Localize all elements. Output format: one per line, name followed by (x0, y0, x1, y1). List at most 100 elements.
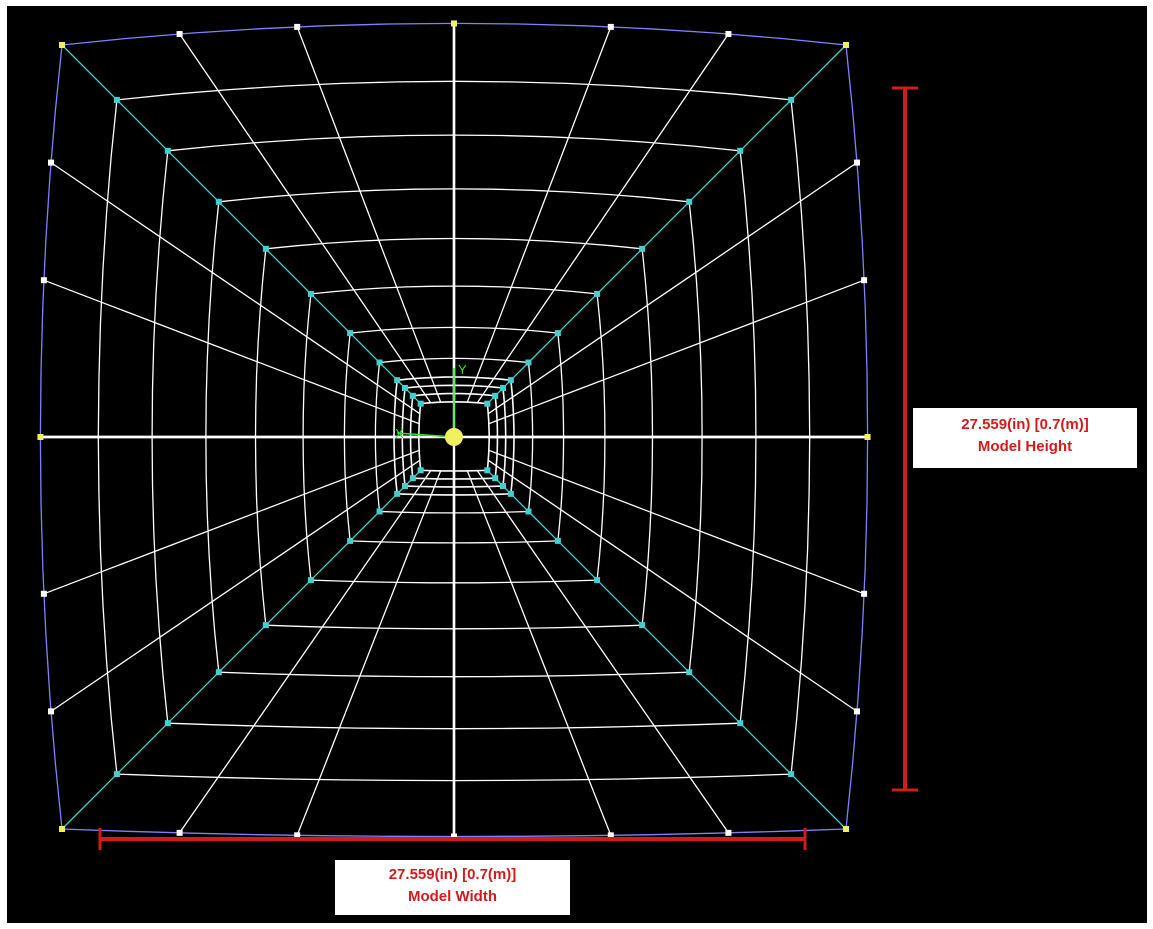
mesh-node (484, 467, 491, 474)
mesh-node (864, 434, 871, 440)
mesh-diagram[interactable]: Y X (7, 6, 1147, 923)
mesh-node (639, 245, 646, 252)
mesh-radial (179, 33, 432, 404)
model-width-caption: Model Width (407, 888, 497, 905)
mesh-node (394, 377, 401, 384)
mesh-node (59, 826, 65, 832)
mesh-node (376, 359, 383, 366)
mesh-radial (296, 26, 442, 403)
mesh-node (639, 622, 646, 629)
mesh-radial (50, 459, 421, 712)
mesh-node (215, 669, 222, 676)
mesh-node (262, 245, 269, 252)
mesh-radial (488, 449, 865, 595)
mesh-node (48, 159, 55, 166)
model-width-label: 27.559(in) [0.7(m)] Model Width (335, 860, 570, 915)
mesh-node (525, 508, 532, 515)
model-height-value: 27.559(in) [0.7(m)] (961, 416, 1089, 433)
mesh-radial (43, 449, 420, 595)
mesh-node (48, 708, 55, 715)
model-height-caption: Model Height (977, 438, 1073, 455)
mesh-radial (466, 470, 612, 836)
mesh-node (40, 590, 47, 597)
mesh-node (37, 434, 44, 440)
mesh-node (307, 290, 314, 297)
mesh-node (176, 31, 183, 38)
model-viewport[interactable]: Y X 27.559(in) [0.7(m)] Model Width 27.5… (7, 6, 1147, 923)
mesh-node (686, 198, 693, 205)
mesh-node (607, 23, 614, 30)
mesh-radial (487, 162, 858, 415)
mesh-node (788, 771, 795, 778)
mesh-radial (487, 459, 858, 712)
mesh-node (843, 826, 849, 832)
mesh-radial (179, 470, 432, 834)
mesh-node (347, 330, 354, 337)
mesh-node (409, 392, 416, 399)
mesh-node (113, 771, 120, 778)
model-height-label: 27.559(in) [0.7(m)] Model Height (913, 408, 1137, 468)
mesh-node (737, 147, 744, 154)
mesh-node (417, 400, 424, 407)
mesh-node (861, 590, 868, 597)
mesh-node (113, 96, 120, 103)
mesh-node (492, 392, 499, 399)
mesh-node (500, 483, 506, 489)
origin-axes-icon: Y X (395, 362, 467, 446)
height-dimension-line (892, 86, 918, 792)
mesh-node (554, 330, 561, 337)
mesh-node (394, 490, 401, 497)
x-axis-label: X (395, 426, 404, 441)
mesh-node (307, 577, 314, 584)
mesh-node (492, 475, 499, 482)
mesh-node (737, 720, 744, 727)
mesh-node (484, 400, 491, 407)
mesh-radial (476, 470, 729, 834)
mesh-node (594, 290, 601, 297)
mesh-node (409, 475, 416, 482)
mesh-node (853, 708, 860, 715)
mesh-node (500, 385, 506, 391)
mesh-node (164, 720, 171, 727)
mesh-nodes (37, 20, 871, 840)
mesh-radial (488, 279, 865, 425)
mesh-node (262, 622, 269, 629)
mesh-node (417, 467, 424, 474)
mesh-lines (39, 22, 869, 838)
mesh-node (402, 385, 408, 391)
mesh-node (554, 537, 561, 544)
mesh-node (215, 198, 222, 205)
mesh-node (164, 147, 171, 154)
mesh-node (788, 96, 795, 103)
mesh-node (686, 669, 693, 676)
mesh-node (347, 537, 354, 544)
mesh-node (843, 42, 849, 48)
mesh-radial (466, 26, 612, 403)
mesh-node (294, 832, 301, 839)
mesh-node (451, 20, 457, 27)
model-width-value: 27.559(in) [0.7(m)] (388, 866, 517, 883)
mesh-node (861, 277, 868, 284)
mesh-node (294, 23, 301, 30)
mesh-node (725, 31, 732, 38)
mesh-node (853, 159, 860, 166)
origin-node (445, 428, 463, 446)
mesh-node (507, 490, 514, 497)
mesh-node (376, 508, 383, 515)
mesh-node (176, 829, 183, 836)
y-axis-label: Y (458, 362, 467, 377)
mesh-node (402, 483, 408, 489)
mesh-node (40, 277, 47, 284)
width-dimension-line (98, 828, 807, 850)
mesh-node (59, 42, 65, 48)
mesh-node (451, 833, 457, 840)
mesh-node (507, 377, 514, 384)
mesh-radial (296, 470, 442, 836)
mesh-node (607, 832, 614, 839)
mesh-node (594, 577, 601, 584)
mesh-radial (476, 33, 729, 404)
mesh-node (525, 359, 532, 366)
mesh-radial (50, 162, 421, 415)
mesh-node (725, 829, 732, 836)
mesh-radial (43, 279, 420, 425)
